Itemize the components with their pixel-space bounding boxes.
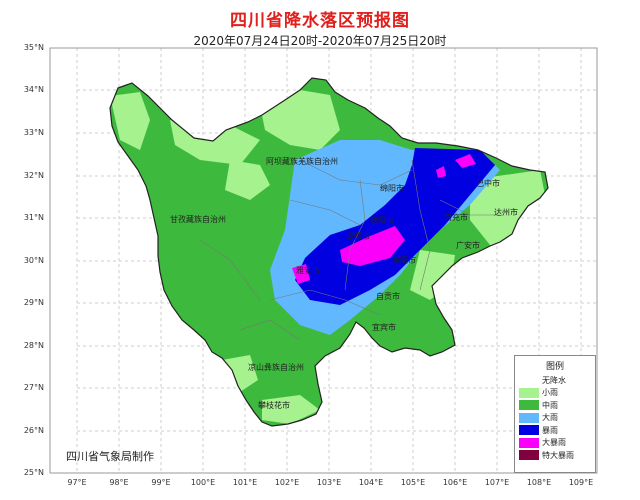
city-label: 达州市: [494, 208, 518, 217]
legend-item: 无降水: [515, 374, 595, 387]
legend-swatch: [519, 412, 539, 423]
lon-label: 107°E: [484, 478, 510, 487]
legend-swatch: [519, 400, 539, 411]
sichuan-outline: [109, 77, 549, 427]
legend-swatch: [519, 387, 539, 398]
lat-label: 27°N: [23, 383, 44, 392]
legend-item: 小雨: [515, 387, 595, 400]
legend-item: 暴雨: [515, 424, 595, 437]
lat-label: 34°N: [23, 85, 44, 94]
legend-label: 小雨: [542, 388, 558, 398]
light-rain-area: [260, 90, 340, 150]
city-label: 宜宾市: [372, 323, 396, 332]
legend-item: 中雨: [515, 399, 595, 412]
city-label: 巴中市: [476, 179, 500, 188]
legend-swatch: [519, 375, 539, 386]
lon-label: 109°E: [568, 478, 594, 487]
city-boundaries: [199, 159, 500, 341]
lon-label: 103°E: [316, 478, 342, 487]
city-label: 自贡市: [376, 292, 400, 301]
rainfall-layers: [110, 78, 548, 426]
light-rain-area: [262, 395, 320, 424]
lat-label: 28°N: [23, 341, 44, 350]
city-label: 凉山彝族自治州: [248, 363, 304, 372]
heavy-rainstorm-area: [455, 154, 476, 168]
lat-label: 31°N: [23, 213, 44, 222]
light-rain-area: [222, 355, 258, 392]
city-label: 甘孜藏族自治州: [170, 215, 226, 224]
legend-title: 图例: [545, 362, 564, 372]
map-title: 四川省降水落区预报图: [230, 11, 410, 31]
city-label: 阿坝藏族羌族自治州: [266, 157, 338, 166]
light-rain-area: [110, 92, 150, 150]
city-label: 成都市: [346, 232, 370, 241]
legend-label: 大雨: [542, 413, 558, 423]
credit-text: 四川省气象局制作: [66, 450, 154, 463]
lon-label: 100°E: [190, 478, 216, 487]
heavy-rainstorm-area: [292, 264, 310, 284]
legend-label: 中雨: [542, 400, 558, 410]
lat-label: 25°N: [23, 468, 44, 477]
lat-label: 30°N: [23, 256, 44, 265]
legend-label: 特大暴雨: [542, 450, 574, 460]
city-label: 资阳市: [392, 256, 416, 265]
light-rain-area: [225, 160, 270, 200]
city-label: 德阳市: [370, 216, 394, 225]
city-label: 攀枝花市: [258, 401, 290, 410]
city-label: 绵阳市: [380, 184, 404, 193]
legend-label: 暴雨: [542, 425, 558, 435]
city-label: 南充市: [444, 213, 468, 222]
legend-label: 大暴雨: [542, 438, 566, 448]
lat-label: 26°N: [23, 426, 44, 435]
lat-label: 35°N: [23, 43, 44, 52]
lon-label: 99°E: [151, 478, 171, 487]
lon-label: 105°E: [400, 478, 426, 487]
legend-swatch: [519, 425, 539, 436]
lon-label: 102°E: [274, 478, 300, 487]
legend-item: 大雨: [515, 412, 595, 425]
legend-item: 特大暴雨: [515, 449, 595, 462]
lon-label: 104°E: [358, 478, 384, 487]
legend-item: 大暴雨: [515, 437, 595, 450]
lon-label: 98°E: [109, 478, 129, 487]
heavy-rainstorm-area: [436, 166, 446, 178]
lat-label: 29°N: [23, 298, 44, 307]
lat-label: 32°N: [23, 171, 44, 180]
heavy-rainstorm-area: [340, 226, 405, 266]
lon-label: 108°E: [526, 478, 552, 487]
city-label: 广安市: [456, 241, 480, 250]
legend-swatch: [519, 437, 539, 448]
map-subtitle: 2020年07月24日20时-2020年07月25日20时: [193, 34, 447, 48]
legend-swatch: [519, 450, 539, 461]
lon-label: 97°E: [67, 478, 87, 487]
lon-label: 106°E: [442, 478, 468, 487]
lon-label: 101°E: [232, 478, 258, 487]
map-legend: 图例 无降水 小雨 中雨 大雨 暴雨 大暴雨 特大暴雨: [514, 355, 596, 473]
legend-label: 无降水: [542, 375, 566, 385]
city-label: 雅安市: [296, 266, 320, 275]
lat-label: 33°N: [23, 128, 44, 137]
